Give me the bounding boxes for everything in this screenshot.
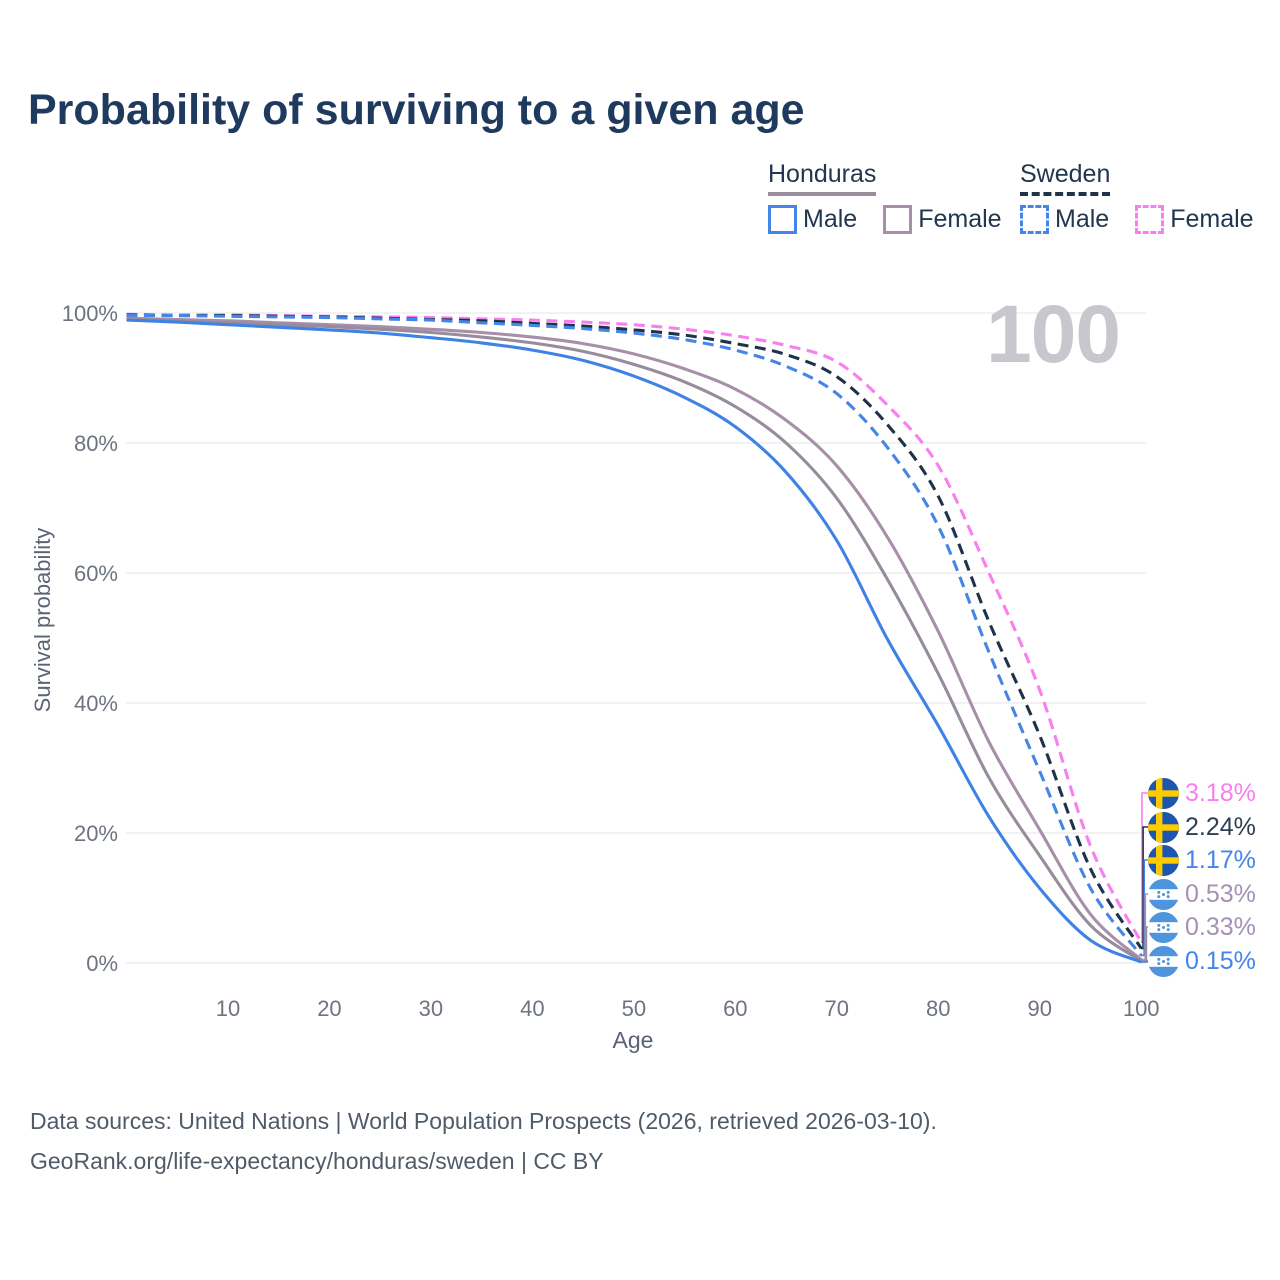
legend-country-honduras[interactable]: Honduras bbox=[768, 160, 877, 196]
x-tick-label: 30 bbox=[418, 996, 444, 1021]
legend-item-sweden-female[interactable]: Female bbox=[1135, 205, 1254, 234]
honduras-flag-icon bbox=[1148, 911, 1179, 943]
series-line-sweden-male[interactable] bbox=[126, 314, 1143, 957]
legend-country-sweden[interactable]: Sweden bbox=[1020, 160, 1111, 196]
series-line-honduras-total[interactable] bbox=[126, 317, 1143, 963]
end-label-value: 0.15% bbox=[1185, 946, 1256, 975]
x-tick-label: 90 bbox=[1027, 996, 1052, 1021]
x-tick-label: 10 bbox=[215, 996, 241, 1021]
page-title: Probability of surviving to a given age bbox=[28, 86, 805, 134]
data-source-line: Data sources: United Nations | World Pop… bbox=[30, 1108, 937, 1134]
end-label-value: 3.18% bbox=[1185, 778, 1256, 807]
sweden-flag-icon bbox=[1148, 811, 1179, 843]
end-label-sweden-female: 3.18% bbox=[1148, 777, 1256, 809]
connector-sweden-total bbox=[1141, 826, 1150, 950]
legend-group-honduras: Honduras Male Female bbox=[768, 160, 1028, 234]
end-label-honduras-female: 0.53% bbox=[1148, 878, 1256, 910]
x-tick-label: 20 bbox=[317, 996, 342, 1021]
honduras-female-swatch-icon bbox=[883, 205, 913, 234]
end-label-honduras-male: 0.15% bbox=[1148, 945, 1256, 977]
sweden-female-swatch-icon bbox=[1135, 205, 1165, 234]
end-label-value: 2.24% bbox=[1185, 812, 1256, 841]
legend-group-sweden: Sweden Male Female bbox=[1020, 160, 1280, 234]
legend-item-label: Female bbox=[1170, 205, 1254, 233]
connector-sweden-male bbox=[1141, 859, 1150, 957]
end-label-value: 0.53% bbox=[1185, 879, 1256, 908]
y-tick-label: 20% bbox=[73, 821, 118, 846]
legend-item-sweden-male[interactable]: Male bbox=[1020, 205, 1109, 234]
sweden-flag-icon bbox=[1148, 844, 1179, 876]
legend-item-honduras-female[interactable]: Female bbox=[883, 205, 1002, 234]
x-tick-label: 60 bbox=[723, 996, 748, 1021]
end-label-sweden-total: 2.24% bbox=[1148, 811, 1256, 843]
connector-sweden-female bbox=[1141, 792, 1150, 944]
x-tick-label: 50 bbox=[621, 996, 647, 1021]
connector-honduras-female bbox=[1141, 893, 1150, 961]
end-label-value: 1.17% bbox=[1185, 845, 1256, 874]
sweden-male-swatch-icon bbox=[1020, 205, 1049, 234]
end-label-honduras-total: 0.33% bbox=[1148, 911, 1256, 943]
series-line-honduras-male[interactable] bbox=[126, 318, 1142, 964]
legend-row-sweden: Male Female bbox=[1020, 205, 1280, 234]
end-label-sweden-male: 1.17% bbox=[1148, 844, 1256, 876]
y-tick-label: 60% bbox=[73, 561, 118, 586]
x-tick-label: 70 bbox=[824, 996, 850, 1021]
x-axis-title: Age bbox=[612, 1027, 654, 1053]
legend-item-label: Male bbox=[803, 205, 858, 233]
x-tick-label: 100 bbox=[1122, 996, 1160, 1021]
series-line-honduras-female[interactable] bbox=[126, 316, 1143, 961]
sweden-flag-icon bbox=[1148, 777, 1179, 809]
legend-item-honduras-male[interactable]: Male bbox=[768, 205, 857, 234]
x-tick-label: 40 bbox=[520, 996, 545, 1021]
y-tick-label: 0% bbox=[86, 951, 118, 976]
honduras-male-swatch-icon bbox=[768, 205, 797, 234]
y-tick-label: 40% bbox=[73, 691, 118, 716]
series-line-sweden-total[interactable] bbox=[126, 313, 1143, 950]
age-watermark: 100 bbox=[986, 289, 1121, 380]
honduras-flag-icon bbox=[1148, 878, 1179, 910]
legend-row-honduras: Male Female bbox=[768, 205, 1028, 234]
x-tick-label: 80 bbox=[926, 996, 951, 1021]
series-line-sweden-female[interactable] bbox=[126, 312, 1143, 944]
legend-item-label: Male bbox=[1055, 205, 1110, 233]
legend-item-label: Female bbox=[918, 205, 1002, 233]
y-tick-label: 100% bbox=[61, 301, 118, 326]
end-label-value: 0.33% bbox=[1185, 912, 1256, 941]
y-tick-label: 80% bbox=[73, 431, 118, 456]
attribution-line: GeoRank.org/life-expectancy/honduras/swe… bbox=[30, 1148, 604, 1174]
honduras-flag-icon bbox=[1148, 945, 1179, 977]
